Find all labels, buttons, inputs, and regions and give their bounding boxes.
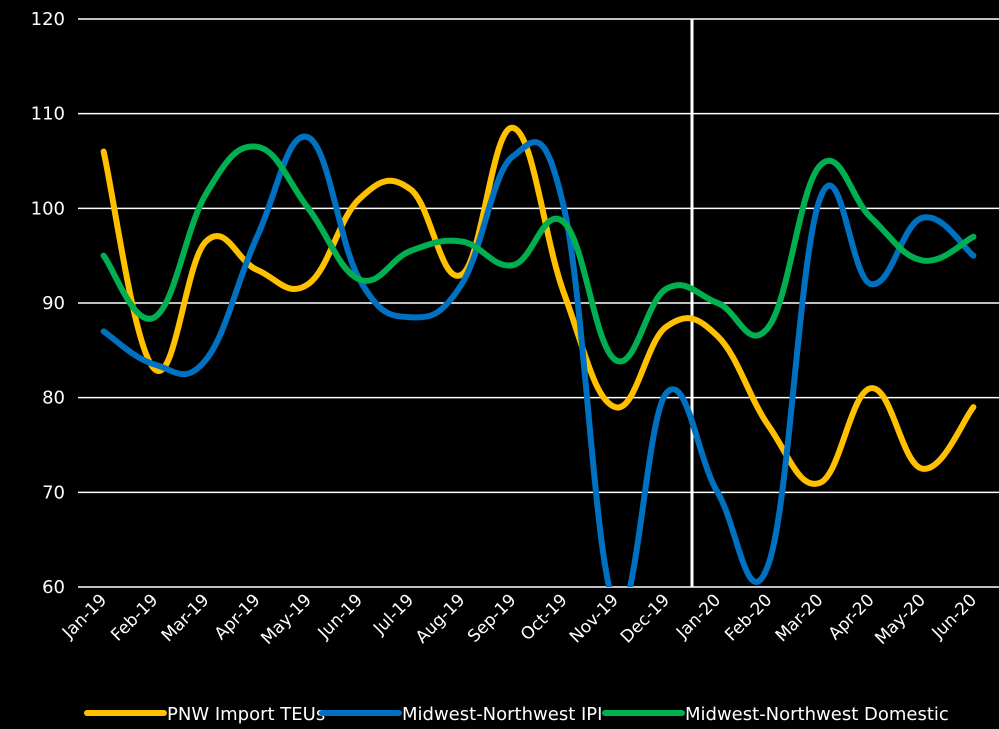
legend-label: Midwest-Northwest IPI <box>402 704 602 725</box>
y-tick-label: 70 <box>42 482 65 503</box>
x-tick-label: May-20 <box>871 590 929 648</box>
x-tick-label: Jun-19 <box>314 590 367 643</box>
x-tick-label: Dec-19 <box>617 590 674 647</box>
y-axis-tick-labels: 60 70 80 90 100 110 120 <box>31 9 65 598</box>
y-tick-label: 110 <box>31 104 65 125</box>
legend: PNW Import TEUs Midwest-Northwest IPI Midw… <box>84 704 949 725</box>
x-tick-label: Feb-19 <box>107 590 162 645</box>
x-tick-label: Jun-20 <box>928 590 981 643</box>
series-line-2 <box>100 133 977 587</box>
y-tick-label: 60 <box>42 577 65 598</box>
series-lines <box>100 124 977 587</box>
y-tick-label: 100 <box>31 198 65 219</box>
x-tick-label: Aug-19 <box>412 590 469 647</box>
gridlines <box>78 18 999 588</box>
y-tick-label: 120 <box>31 9 65 30</box>
x-tick-label: Apr-19 <box>211 590 265 644</box>
x-tick-label: Jan-19 <box>58 590 111 643</box>
y-tick-label: 90 <box>42 293 65 314</box>
x-tick-label: Jan-20 <box>672 590 725 643</box>
x-tick-label: Mar-19 <box>158 590 214 646</box>
x-tick-label: Sep-19 <box>464 590 520 646</box>
x-tick-label: Nov-19 <box>566 590 623 647</box>
x-tick-label: Apr-20 <box>825 590 879 644</box>
series-line-1 <box>100 124 977 487</box>
x-tick-label: Feb-20 <box>721 590 776 645</box>
x-tick-label: May-19 <box>257 590 315 648</box>
series-line-3 <box>100 143 977 365</box>
y-tick-label: 80 <box>42 388 65 409</box>
x-tick-label: Oct-19 <box>517 590 572 645</box>
x-tick-label: Jul-19 <box>369 590 418 639</box>
legend-label: PNW Import TEUs <box>167 704 325 725</box>
x-tick-label: Mar-20 <box>772 590 828 646</box>
legend-label: Midwest-Northwest Domestic <box>685 704 949 725</box>
